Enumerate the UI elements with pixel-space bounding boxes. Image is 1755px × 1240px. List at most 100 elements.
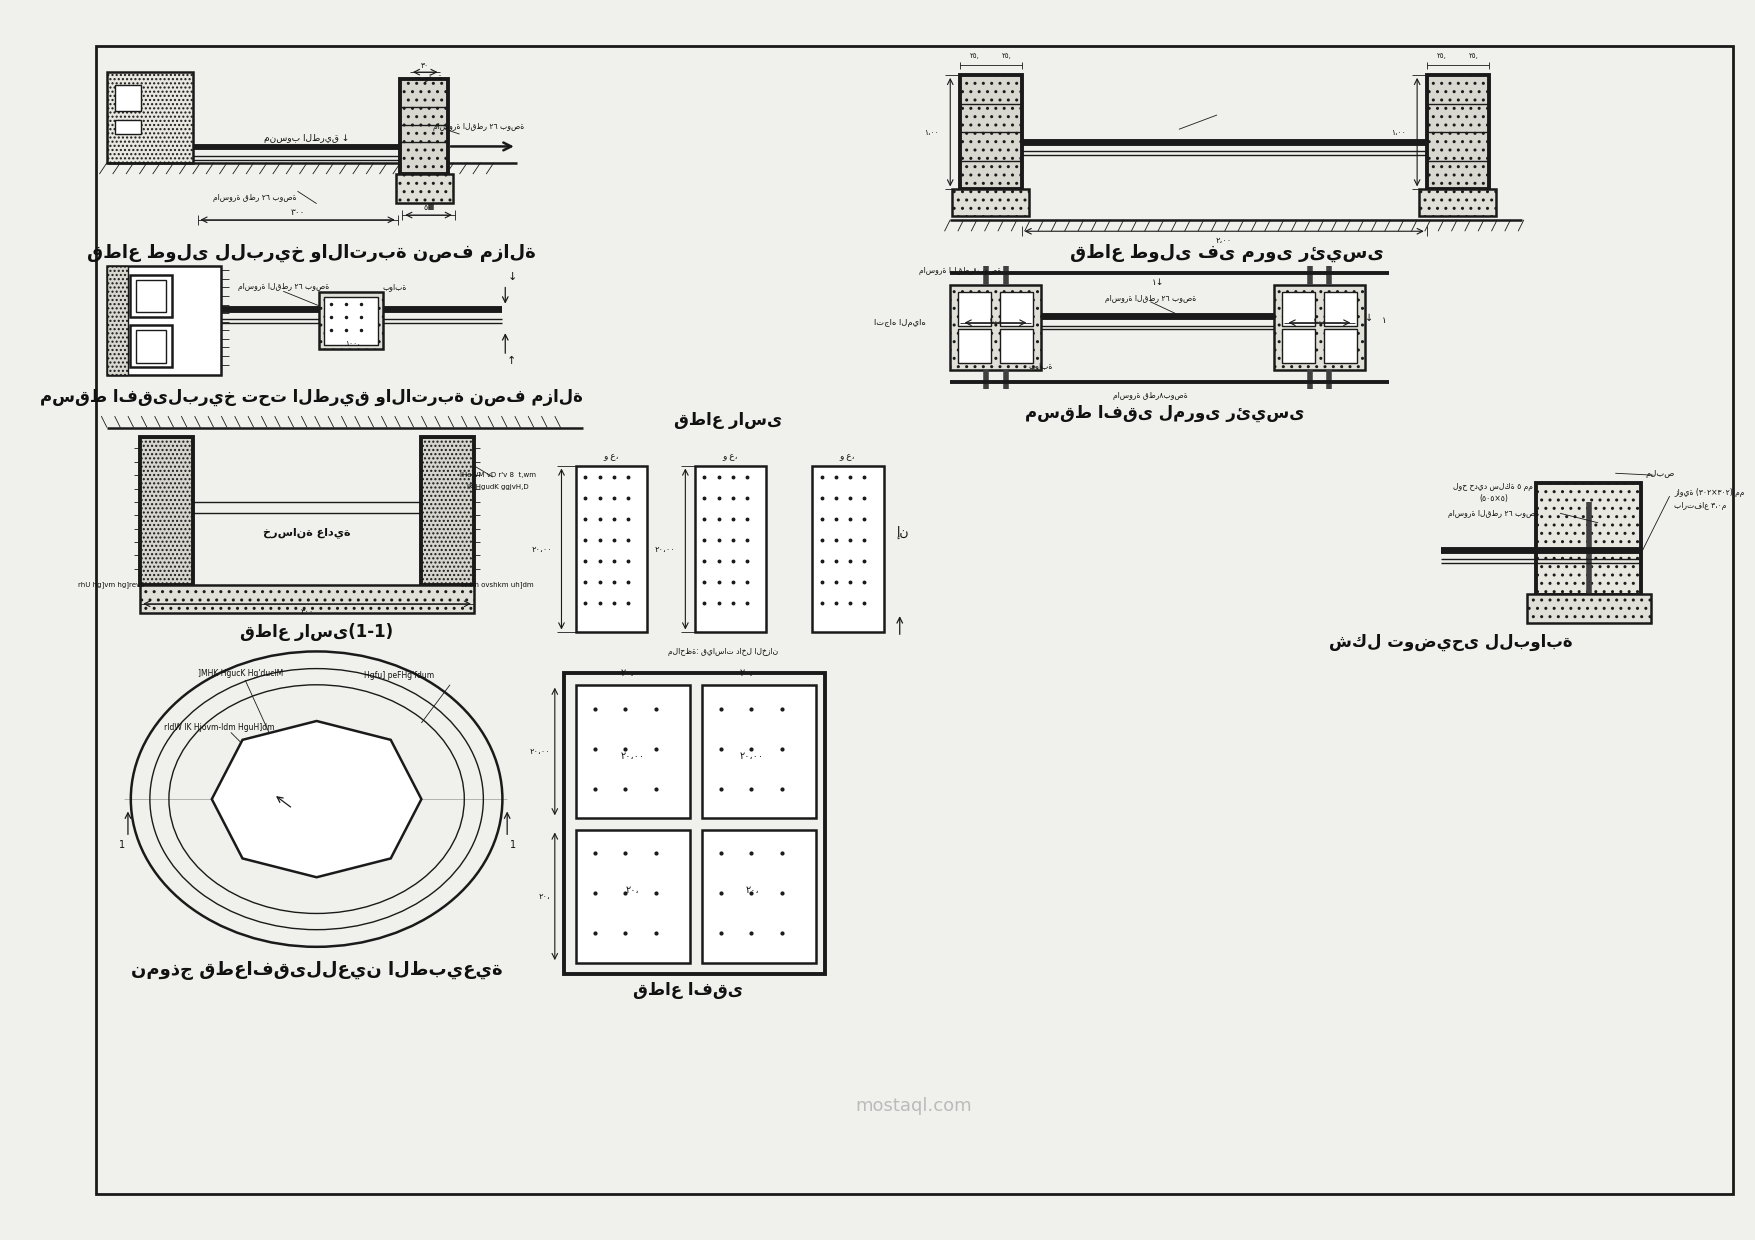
Text: ↓: ↓ — [507, 272, 516, 281]
Bar — [1000, 293, 1034, 326]
Text: منسوب الطريق ↓: منسوب الطريق ↓ — [265, 134, 349, 144]
Text: lHe,VM vD r'v 8  t,wm: lHe,VM vD r'v 8 t,wm — [460, 472, 535, 479]
Text: ٢٥,: ٢٥, — [971, 53, 979, 60]
Bar — [1536, 482, 1641, 595]
Text: ١٠٠،: ١٠٠، — [346, 340, 360, 348]
Bar — [1000, 330, 1034, 363]
Bar — [960, 74, 1021, 190]
Text: ماسورة القطر ٢٦ بوصة: ماسورة القطر ٢٦ بوصة — [237, 281, 328, 291]
Text: و ع،: و ع، — [723, 451, 737, 460]
Text: ↓: ↓ — [1365, 312, 1374, 322]
Bar — [1420, 190, 1497, 216]
Bar — [140, 585, 474, 614]
Text: زاوية (٣٠٢×٣٠٢) مم: زاوية (٣٠٢×٣٠٢) مم — [1674, 487, 1744, 497]
Text: قطاع راسى(1-1): قطاع راسى(1-1) — [240, 624, 393, 641]
Text: ٢٠،: ٢٠، — [539, 892, 549, 900]
Bar — [958, 293, 992, 326]
Text: مسقط افقى لمروى رئيسى: مسقط افقى لمروى رئيسى — [1025, 404, 1304, 423]
Text: 1: 1 — [509, 839, 516, 849]
Text: ٣٠: ٣٠ — [421, 61, 430, 69]
Text: ١،٠٠: ١،٠٠ — [1392, 128, 1406, 136]
Bar — [949, 285, 1041, 371]
Text: ٢٠،٠٠: ٢٠،٠٠ — [530, 746, 549, 756]
Bar — [135, 280, 167, 312]
Text: بارتفاع ٣،٠م: بارتفاع ٣،٠م — [1674, 501, 1727, 510]
Text: و ع،: و ع، — [604, 451, 620, 460]
Text: ]MHK HgucK Hg'duclM: ]MHK HgucK Hg'duclM — [198, 668, 283, 678]
Text: rhU hg]vm hg]rev0: rhU hg]vm hg]rev0 — [79, 582, 146, 588]
Text: ٣٠٠: ٣٠٠ — [290, 207, 305, 217]
Circle shape — [1451, 201, 1464, 212]
Text: قطاع طولى للبريخ والاتربة نصف مزالة: قطاع طولى للبريخ والاتربة نصف مزالة — [88, 244, 537, 263]
Text: ماسورة القطر ٢٦ بوصة: ماسورة القطر ٢٦ بوصة — [433, 122, 525, 131]
Text: ١،٠٠: ١،٠٠ — [1313, 317, 1325, 324]
Text: ٢،٠٠: ٢،٠٠ — [1216, 237, 1232, 246]
Bar — [576, 684, 690, 818]
Text: tvam ovshkm uh]dm: tvam ovshkm uh]dm — [462, 582, 534, 588]
Text: lK HgudK ggjvH,D: lK HgudK ggjvH,D — [467, 484, 528, 490]
Circle shape — [985, 201, 997, 212]
Bar — [576, 830, 690, 963]
Text: ٢٠،٠٠: ٢٠،٠٠ — [532, 546, 553, 554]
Text: قطاع افقى: قطاع افقى — [634, 981, 742, 998]
Bar — [1281, 293, 1314, 326]
Text: بوابة: بوابة — [419, 72, 442, 82]
Text: ٥٠: ٥٠ — [425, 203, 432, 212]
Bar — [1427, 74, 1488, 190]
Text: ٢٠،: ٢٠، — [627, 884, 641, 894]
Bar — [135, 330, 167, 363]
Text: ٢٥,: ٢٥, — [1437, 53, 1446, 60]
Text: ٢٥,: ٢٥, — [1002, 53, 1011, 60]
Text: ماسورة القطر ٢٦ بوصة: ماسورة القطر ٢٦ بوصة — [1104, 294, 1195, 304]
Bar — [421, 436, 474, 585]
Circle shape — [1562, 449, 1615, 502]
Text: ماسورة قطر٨بوصة: ماسورة قطر٨بوصة — [1113, 391, 1188, 399]
Bar — [1281, 330, 1314, 363]
Bar — [1274, 285, 1365, 371]
Bar — [107, 265, 128, 376]
Bar — [114, 84, 142, 112]
Bar — [1527, 594, 1650, 622]
Bar — [813, 466, 883, 632]
Bar — [130, 275, 172, 317]
Text: ↑: ↑ — [505, 356, 516, 366]
Text: Hgfu] peFHg'fdum: Hgfu] peFHg'fdum — [365, 671, 435, 680]
Text: ١،٠٠: ١،٠٠ — [988, 317, 1002, 324]
Polygon shape — [212, 720, 421, 877]
Bar — [695, 466, 767, 632]
Text: mostaql.com: mostaql.com — [856, 1097, 972, 1115]
Bar — [140, 436, 193, 585]
Text: خرسانة عادية: خرسانة عادية — [263, 527, 351, 538]
Text: ماسورة القطر٨بوصة: ماسورة القطر٨بوصة — [918, 265, 1000, 275]
Text: ٢٥,: ٢٥, — [1469, 53, 1478, 60]
Text: ٢٠،٠٠: ٢٠،٠٠ — [741, 751, 763, 761]
Bar — [958, 330, 992, 363]
Text: بوابة: بوابة — [1028, 361, 1053, 370]
Bar — [114, 120, 142, 134]
Bar — [702, 830, 816, 963]
Bar — [130, 325, 172, 367]
Text: اتجاه المياه: اتجاه المياه — [874, 319, 927, 327]
Text: و ع،: و ع، — [839, 451, 855, 460]
Text: rldW lK Hjovm-ldm HguH]dm: rldW lK Hjovm-ldm HguH]dm — [165, 723, 274, 732]
Circle shape — [1581, 467, 1597, 482]
Bar — [953, 190, 1030, 216]
Bar — [325, 298, 377, 345]
Text: ٢٠،٠٠: ٢٠،٠٠ — [741, 668, 763, 678]
Text: ماسورة قطر ٢٦ بوصة: ماسورة قطر ٢٦ بوصة — [212, 193, 297, 202]
Bar — [400, 79, 448, 174]
Text: ملاحظة: قياسات داخل الخزان: ملاحظة: قياسات داخل الخزان — [669, 647, 779, 656]
Text: قطاع راسى: قطاع راسى — [674, 410, 783, 429]
Bar — [107, 72, 193, 162]
Text: ٢٠،٠٠: ٢٠،٠٠ — [621, 668, 646, 678]
Bar — [1323, 293, 1357, 326]
Text: ٢٠،٠٠: ٢٠،٠٠ — [621, 751, 646, 761]
Bar — [702, 684, 816, 818]
Text: (٥٠٥×٥): (٥٠٥×٥) — [1479, 495, 1508, 503]
Bar — [565, 673, 825, 975]
Text: ملبص: ملبص — [1646, 469, 1674, 477]
Text: ١: ١ — [1383, 316, 1386, 325]
Bar — [107, 265, 221, 376]
Text: شكل توضيحى للبوابة: شكل توضيحى للبوابة — [1329, 632, 1572, 651]
Text: قطاع طولى فى مروى رئيسى: قطاع طولى فى مروى رئيسى — [1069, 244, 1383, 263]
